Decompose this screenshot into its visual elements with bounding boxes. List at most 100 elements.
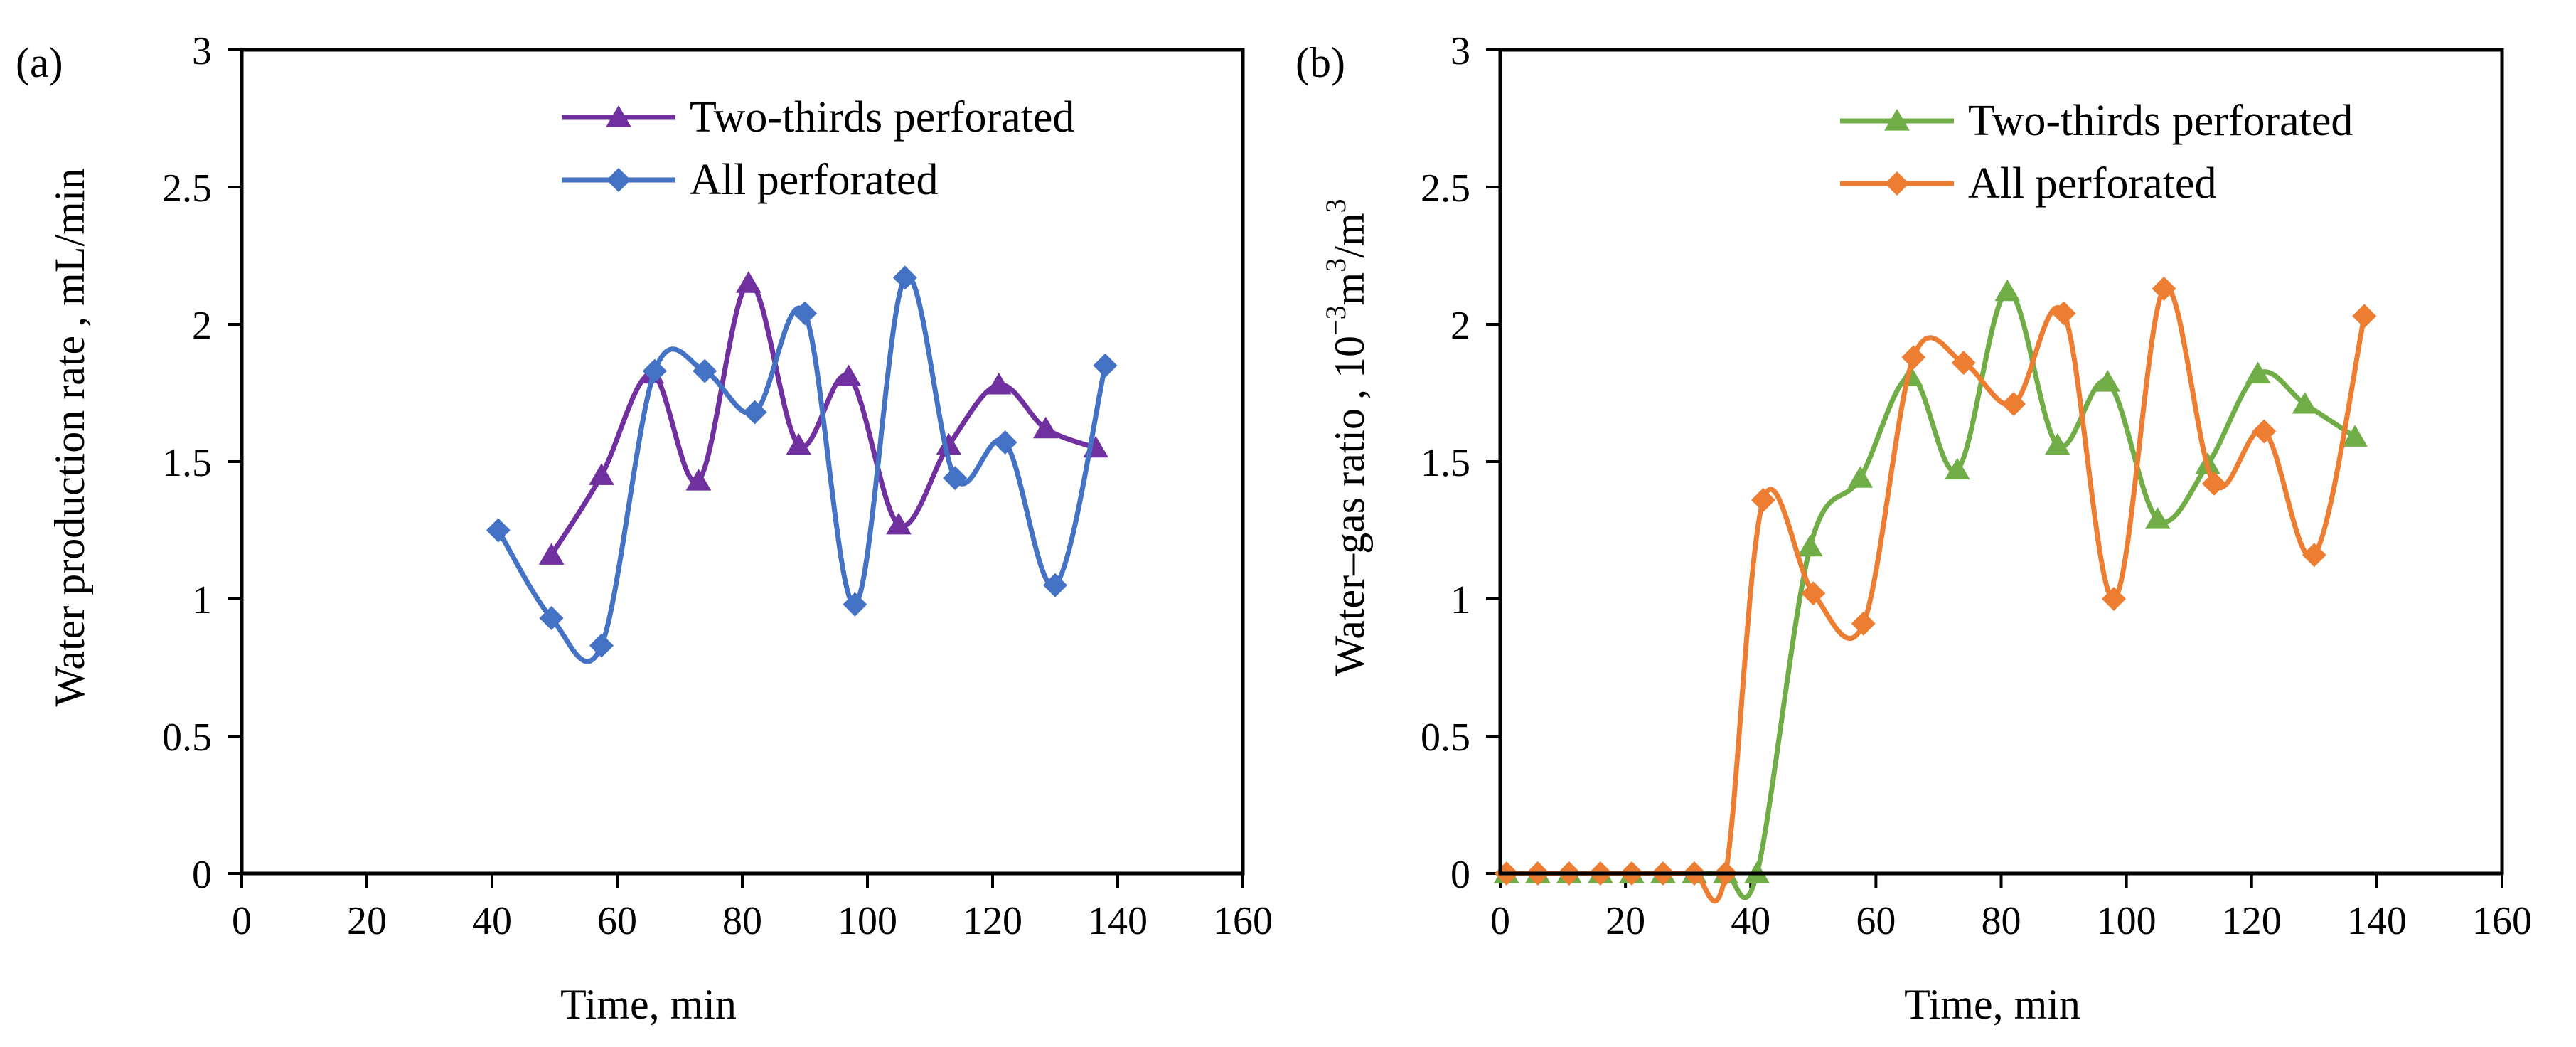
chart-panel-a: (a) Water production rate , mL/min Time,… <box>16 29 1273 1028</box>
legend-label: Two-thirds perforated <box>690 93 1074 142</box>
series-a-2-line <box>496 273 1108 664</box>
panel-label-b: (b) <box>1295 39 1345 86</box>
plot-frame-a <box>240 48 1245 876</box>
data-point <box>1032 416 1059 439</box>
y-axis-title-b: Water–gas ratio , 10−3m3/m3 <box>1320 198 1373 676</box>
data-point <box>735 271 761 293</box>
data-point <box>886 512 912 535</box>
y-tick-label: 2.5 <box>162 166 212 211</box>
data-point <box>843 592 867 617</box>
y-axis-title-b-mid2: /m <box>1326 213 1373 257</box>
data-point <box>985 372 1012 395</box>
data-point <box>589 463 614 485</box>
data-point <box>2051 301 2076 326</box>
data-point <box>936 432 962 455</box>
legend-b: Two-thirds perforated All perforated <box>1840 97 2353 208</box>
legend-item: All perforated <box>562 156 938 204</box>
y-ticks-b: 0 0.5 1 1.5 2 2.5 3 <box>1421 29 1500 897</box>
data-point <box>943 466 968 491</box>
y-tick-label: 0 <box>192 853 212 897</box>
data-point <box>1801 581 1826 606</box>
data-point <box>786 432 812 455</box>
series-layer-a <box>486 265 1118 664</box>
x-axis-title-a: Time, min <box>560 981 737 1028</box>
y-tick-label: 2 <box>192 304 212 348</box>
y-axis-title-a: Water production rate , mL/min <box>46 169 93 707</box>
panel-label-a: (a) <box>16 39 63 86</box>
y-tick-label: 1 <box>192 578 212 622</box>
data-point <box>2342 425 2368 447</box>
y-tick-label: 1.5 <box>162 441 212 485</box>
data-point <box>2095 370 2121 392</box>
x-tick-label: 0 <box>232 899 252 943</box>
data-point <box>539 606 564 631</box>
y-axis-title-b-sup1: −3 <box>1320 305 1352 336</box>
x-ticks-a: 0 20 40 60 80 100 120 140 160 <box>232 873 1273 943</box>
data-point <box>2252 419 2277 444</box>
x-axis-title-b: Time, min <box>1904 981 2080 1028</box>
data-point <box>693 358 717 383</box>
x-tick-label: 80 <box>722 899 762 943</box>
data-point <box>1797 534 1823 557</box>
y-axis-title-b-mid1: m <box>1326 272 1373 306</box>
x-tick-label: 20 <box>1605 899 1645 943</box>
legend-swatch-marker <box>1884 109 1910 131</box>
data-point <box>538 543 565 565</box>
data-point <box>589 633 614 658</box>
legend-swatch-marker <box>606 105 631 127</box>
plot-frame-b <box>1498 48 2504 876</box>
data-point <box>1951 351 1976 376</box>
x-tick-label: 80 <box>1982 899 2021 943</box>
y-tick-label: 0.5 <box>1421 716 1470 760</box>
chart-panel-b: (b) Water–gas ratio , 10−3m3/m3 Time, mi… <box>1295 29 2532 1028</box>
data-point <box>1093 353 1118 378</box>
series-layer-b <box>1493 276 2377 904</box>
y-axis-title-b-sup3: 3 <box>1320 198 1352 213</box>
y-ticks-a: 0 0.5 1 1.5 2 2.5 3 <box>162 29 242 897</box>
legend-item: All perforated <box>1840 159 2216 208</box>
y-tick-label: 1.5 <box>1421 441 1470 485</box>
x-tick-label: 160 <box>2472 899 2532 943</box>
y-axis-title-b-prefix: Water–gas ratio , 10 <box>1326 336 1373 676</box>
x-tick-label: 120 <box>2222 899 2282 943</box>
x-tick-label: 60 <box>1856 899 1896 943</box>
data-point <box>1043 573 1067 597</box>
data-point <box>993 430 1017 455</box>
series-b-2 <box>1494 276 2377 904</box>
data-point <box>2352 304 2377 329</box>
data-point <box>1847 466 1874 488</box>
data-point <box>2245 361 2271 384</box>
legend-label: Two-thirds perforated <box>1968 97 2353 145</box>
x-tick-label: 60 <box>597 899 637 943</box>
x-tick-label: 140 <box>2347 899 2407 943</box>
y-axis-title-b-sup2: 3 <box>1320 258 1352 272</box>
data-point <box>793 301 817 326</box>
x-tick-label: 100 <box>838 899 897 943</box>
x-tick-label: 0 <box>1490 899 1510 943</box>
data-point <box>2302 543 2326 568</box>
y-tick-label: 3 <box>1450 29 1470 73</box>
x-tick-label: 40 <box>472 899 512 943</box>
x-tick-label: 20 <box>347 899 387 943</box>
x-ticks-b: 0 20 40 60 80 100 120 140 160 <box>1490 873 2532 943</box>
x-tick-label: 160 <box>1213 899 1273 943</box>
x-tick-label: 140 <box>1088 899 1148 943</box>
y-tick-label: 2 <box>1450 304 1470 348</box>
data-point <box>1901 345 1926 370</box>
legend-a: Two-thirds perforated All perforated <box>562 93 1074 204</box>
y-tick-label: 0.5 <box>162 716 212 760</box>
legend-label: All perforated <box>690 156 938 204</box>
data-point <box>486 518 511 543</box>
legend-swatch-marker <box>1885 171 1909 196</box>
legend-item: Two-thirds perforated <box>562 93 1074 142</box>
data-point <box>892 265 917 290</box>
data-point <box>2292 391 2318 414</box>
legend-label: All perforated <box>1968 159 2216 208</box>
data-point <box>1751 488 1775 513</box>
data-point <box>742 400 767 425</box>
data-point <box>2102 587 2127 611</box>
data-point <box>2044 432 2070 455</box>
data-point <box>2144 507 2171 529</box>
x-tick-label: 100 <box>2097 899 2157 943</box>
